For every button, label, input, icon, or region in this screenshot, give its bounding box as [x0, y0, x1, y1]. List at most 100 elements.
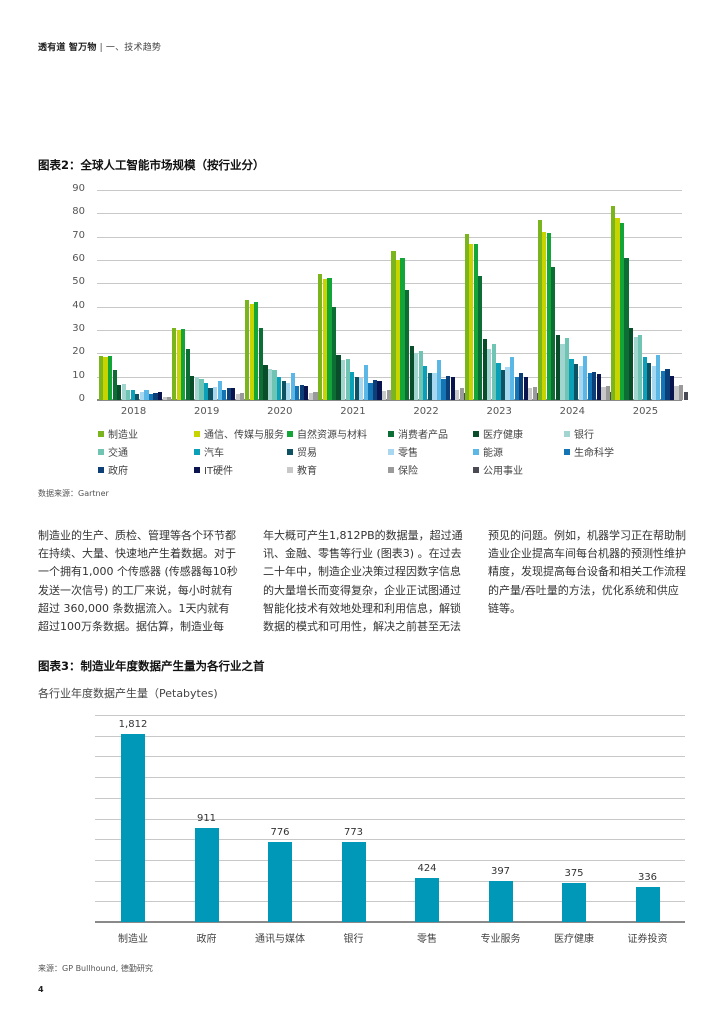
bar-2024-8	[574, 363, 579, 400]
gridline	[97, 213, 682, 215]
bar-2024-6	[564, 338, 570, 400]
bar-2018-5	[121, 383, 126, 400]
bar-2025-2	[619, 222, 625, 400]
gridline	[95, 735, 685, 737]
bar-2022-0	[391, 250, 396, 400]
body-text-col1: 制造业的生产、质检、管理等各个环节都在持续、大量、快速地产生着数据。对于一个拥有…	[38, 529, 238, 634]
gridline	[95, 797, 685, 799]
bar-2024-15	[605, 386, 611, 400]
figure3-source: 来源：GP Bullhound, 德勤研究	[38, 964, 153, 973]
bar-2019-0	[172, 327, 177, 400]
legend-swatch	[98, 430, 104, 437]
legend-swatch	[194, 466, 200, 473]
bar-2018-4	[117, 384, 122, 400]
bar-2024-14	[601, 387, 606, 400]
bar-2025-16	[683, 391, 688, 400]
gridline	[95, 777, 685, 779]
bar-2020-10	[290, 373, 295, 400]
gridline	[97, 306, 682, 308]
legend-swatch	[564, 430, 570, 437]
bar-2022-2	[400, 257, 405, 400]
bar-2020-3	[258, 327, 263, 400]
legend-swatch	[388, 448, 394, 455]
figure2-source: 数据来源：Gartner	[38, 489, 109, 498]
bar-2018-13	[158, 391, 163, 400]
x-category-label: 银行	[343, 934, 364, 945]
bar-2024-10	[583, 355, 588, 400]
gridline	[95, 859, 685, 861]
bar-2020-2	[254, 302, 259, 400]
legend-swatch	[564, 448, 570, 455]
bar-2022-10	[436, 360, 442, 400]
bar-2023-3	[478, 276, 483, 400]
bar-2025-10	[656, 354, 661, 400]
bar-2020-5	[267, 368, 273, 400]
bar-2018-11	[148, 394, 154, 400]
bar-2023-10	[510, 356, 515, 400]
x-tick-label: 2018	[120, 406, 147, 417]
bar-2023-14	[528, 388, 533, 400]
bar-2024-9	[578, 366, 583, 400]
y-tick-label: 10	[72, 369, 85, 381]
bar-2023-13	[523, 376, 528, 400]
bar-value-label: 336	[637, 872, 658, 884]
gridline	[97, 330, 682, 331]
legend-swatch	[388, 466, 394, 473]
bar-2021-11	[368, 382, 373, 400]
bar-2019-15	[240, 393, 245, 400]
bar-2023-7	[496, 362, 501, 400]
bar-2022-9	[432, 373, 437, 400]
x-category-label: 医疗健康	[554, 934, 594, 945]
legend-label: 通信、传媒与服务	[204, 430, 284, 441]
gridline	[97, 283, 682, 285]
x-category-label: 零售	[417, 934, 437, 945]
bar-2023-9	[505, 367, 510, 400]
bar-通讯与媒体	[268, 841, 292, 922]
x-tick-label: 2021	[340, 406, 366, 417]
bar-2023-5	[487, 348, 492, 400]
legend-label: 零售	[398, 448, 418, 459]
x-category-label: 政府	[196, 934, 217, 945]
bar-2024-3	[551, 267, 556, 400]
legend-item: 医疗健康	[473, 426, 523, 441]
gridline	[95, 901, 685, 903]
bar-2019-11	[222, 389, 227, 400]
x-category-label: 制造业	[118, 934, 148, 945]
legend-label: 银行	[574, 430, 594, 441]
legend-swatch	[388, 430, 394, 437]
legend-label: IT硬件	[204, 466, 234, 477]
header-title: 透有道 智万物	[38, 43, 97, 53]
bar-制造业	[121, 734, 145, 922]
legend-item: 交通	[98, 444, 128, 459]
legend-item: 保险	[388, 462, 418, 477]
x-category-label: 通讯与媒体	[255, 934, 305, 945]
bar-2020-9	[286, 382, 291, 400]
legend-label: 贸易	[297, 448, 317, 459]
legend-label: 汽车	[204, 448, 224, 459]
bar-2021-1	[322, 278, 327, 400]
bar-2019-5	[194, 376, 199, 400]
bar-value-label: 773	[343, 826, 364, 838]
bar-2019-8	[208, 388, 213, 400]
bar-2025-4	[628, 327, 634, 400]
bar-2018-15	[167, 396, 172, 400]
x-category-label: 证券投资	[627, 934, 668, 945]
bar-2023-1	[469, 243, 474, 400]
bar-2024-2	[546, 233, 551, 400]
body-text-col2: 年大概可产生1,812PB的数据量，超过通讯、金融、零售等行业 (图表3) 。在…	[263, 529, 463, 634]
gridline	[97, 260, 682, 261]
bar-2021-10	[363, 365, 368, 400]
gridline	[97, 376, 682, 378]
x-axis-line	[97, 399, 682, 401]
legend-item: 教育	[287, 462, 317, 477]
bar-2024-12	[592, 372, 597, 400]
bar-证券投资	[635, 887, 660, 922]
bar-2022-14	[455, 389, 460, 400]
bar-2024-5	[560, 344, 565, 400]
bar-2018-9	[139, 391, 145, 400]
bar-2023-15	[532, 387, 537, 400]
bar-2022-15	[459, 388, 464, 400]
legend-swatch	[194, 430, 200, 437]
bar-2025-14	[674, 386, 679, 400]
legend-item: 能源	[473, 444, 503, 459]
